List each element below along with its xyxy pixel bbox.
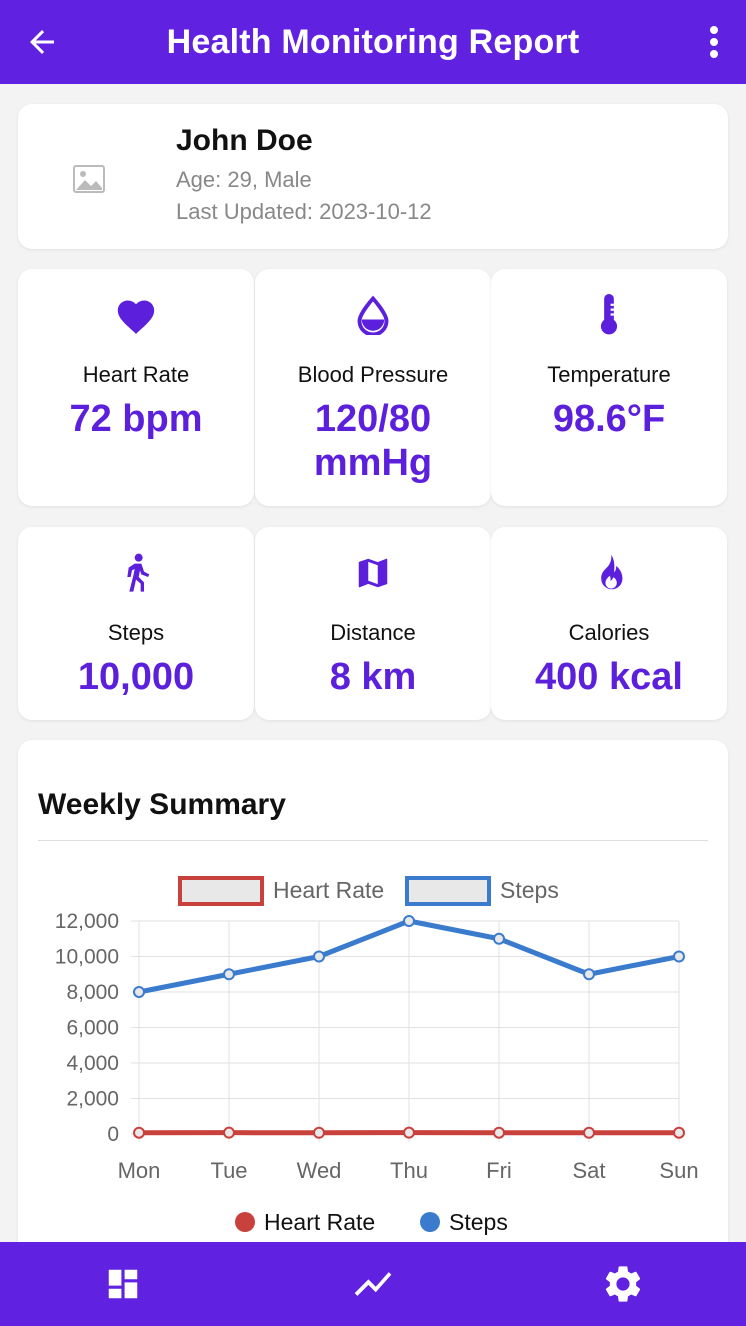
- user-age-gender: Age: 29, Male: [176, 167, 312, 192]
- x-tick-label: Tue: [210, 1158, 247, 1183]
- legend-label: Steps: [449, 1209, 508, 1235]
- page-title: Health Monitoring Report: [166, 22, 580, 61]
- y-tick-label: 8,000: [66, 981, 119, 1004]
- trending-icon: [354, 1272, 392, 1296]
- divider: [38, 840, 708, 841]
- y-tick-label: 2,000: [66, 1088, 119, 1111]
- y-tick-label: 4,000: [66, 1052, 119, 1075]
- data-point: [313, 950, 325, 963]
- more-vertical-icon: [710, 26, 718, 58]
- data-point: [673, 1126, 685, 1139]
- data-point: [493, 932, 505, 945]
- x-tick-label: Sat: [572, 1158, 605, 1183]
- more-menu-button[interactable]: [704, 22, 724, 62]
- stat-label: Calories: [568, 620, 650, 645]
- stat-card-distance[interactable]: Distance 8 km: [255, 527, 491, 720]
- data-point: [403, 915, 415, 927]
- legend-dot: [235, 1212, 255, 1232]
- stat-card-temperature[interactable]: Temperature 98.6°F: [491, 269, 727, 506]
- weekly-summary-card: Weekly Summary 0 2,000 4,000 6,000 8,000 10,0…: [18, 740, 728, 1280]
- back-button[interactable]: [22, 22, 62, 62]
- nav-trends[interactable]: [333, 1242, 413, 1326]
- stat-label: Heart Rate: [82, 362, 190, 387]
- y-tick-label: 6,000: [66, 1017, 119, 1040]
- nav-dashboard[interactable]: [83, 1242, 163, 1326]
- y-tick-label: 10,000: [55, 946, 119, 969]
- data-point: [133, 1126, 145, 1139]
- profile-card: John Doe Age: 29, Male Last Updated: 202…: [18, 104, 728, 249]
- last-updated: Last Updated: 2023-10-12: [176, 199, 432, 224]
- stat-label: Distance: [330, 620, 416, 645]
- image-placeholder-icon: [73, 165, 105, 193]
- stat-value: 98.6°F: [552, 398, 666, 440]
- data-point: [403, 1126, 415, 1139]
- legend-label: Steps: [500, 877, 559, 903]
- legend-swatch: [178, 876, 264, 906]
- data-point: [313, 1126, 325, 1139]
- legend-swatch: [405, 876, 491, 906]
- bottom-nav-bar: [0, 1242, 746, 1326]
- x-tick-label: Wed: [297, 1158, 342, 1183]
- thermometer-icon: [600, 294, 618, 335]
- data-point: [673, 950, 685, 963]
- data-point: [223, 1126, 235, 1139]
- x-tick-label: Thu: [390, 1158, 428, 1183]
- y-tick-label: 0: [107, 1123, 119, 1146]
- dashboard-icon: [108, 1269, 138, 1299]
- data-point: [223, 968, 235, 981]
- app-bar: Health Monitoring Report: [0, 0, 746, 84]
- arrow-left-icon: [30, 30, 54, 54]
- x-tick-label: Fri: [486, 1158, 512, 1183]
- stat-value: 10,000: [77, 656, 195, 698]
- data-point: [493, 1126, 505, 1139]
- data-point: [583, 968, 595, 981]
- stat-card-calories[interactable]: Calories 400 kcal: [491, 527, 727, 720]
- stat-label: Blood Pressure: [297, 362, 449, 387]
- stat-card-heart-rate[interactable]: Heart Rate 72 bpm: [18, 269, 254, 506]
- weekly-summary-title: Weekly Summary: [38, 788, 286, 821]
- stat-card-blood-pressure[interactable]: Blood Pressure 120/80 mmHg: [255, 269, 491, 506]
- stat-value: 8 km: [329, 656, 417, 698]
- stat-value: 400 kcal: [535, 656, 683, 698]
- data-point: [583, 1126, 595, 1139]
- y-tick-label: 12,000: [55, 910, 119, 933]
- legend-label: Heart Rate: [264, 1209, 375, 1235]
- stat-value: 72 bpm: [69, 398, 203, 440]
- legend-label: Heart Rate: [273, 877, 384, 903]
- user-name: John Doe: [176, 124, 313, 157]
- nav-settings[interactable]: [583, 1242, 663, 1326]
- walking-icon: [127, 553, 150, 592]
- map-icon: [358, 558, 388, 588]
- legend-dot: [420, 1212, 440, 1232]
- drop-icon: [357, 295, 389, 335]
- stat-label: Temperature: [547, 362, 671, 387]
- weekly-line-chart[interactable]: 0 2,000 4,000 6,000 8,000 10,000 12,000 Mon Tue W…: [18, 740, 728, 1280]
- settings-gear-icon: [605, 1266, 641, 1302]
- stat-value: 120/80 mmHg: [313, 398, 433, 484]
- x-tick-label: Mon: [118, 1158, 161, 1183]
- x-tick-label: Sun: [659, 1158, 698, 1183]
- data-point: [133, 986, 145, 998]
- stat-card-steps[interactable]: Steps 10,000: [18, 527, 254, 720]
- fire-icon: [601, 554, 623, 590]
- heart-icon: [117, 300, 155, 334]
- stat-label: Steps: [107, 620, 165, 645]
